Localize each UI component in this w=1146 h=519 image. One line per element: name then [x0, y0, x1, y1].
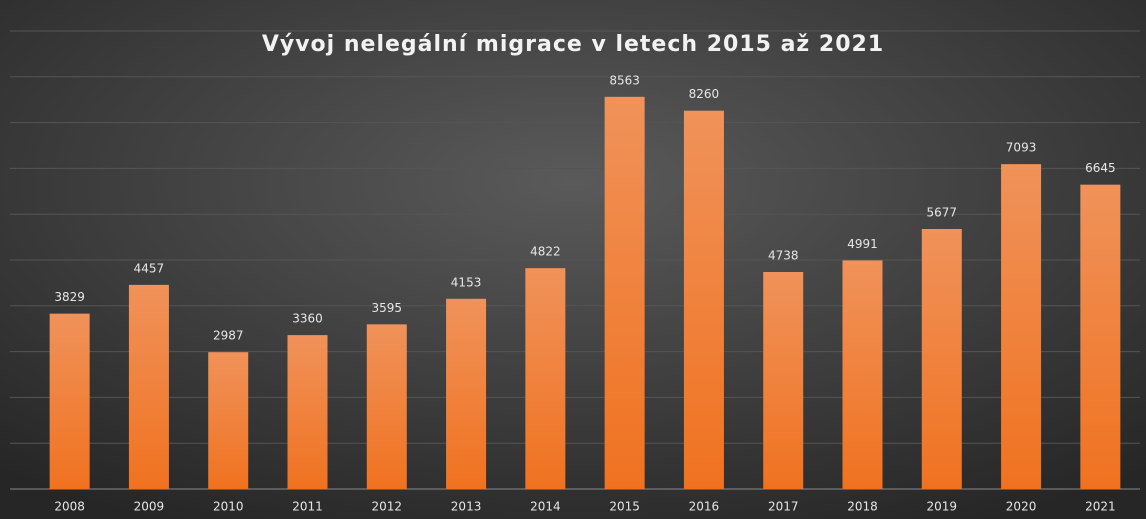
data-label: 3360: [292, 312, 323, 326]
x-tick-label: 2012: [372, 500, 403, 514]
data-label: 4991: [847, 237, 878, 251]
data-label: 4457: [134, 261, 165, 275]
bar: [763, 271, 804, 489]
bar: [842, 260, 883, 489]
bar: [604, 96, 645, 489]
bar: [1080, 184, 1121, 489]
data-label: 5677: [927, 205, 958, 219]
bar: [921, 228, 962, 489]
x-tick-label: 2018: [847, 500, 878, 514]
x-tick-label: 2014: [530, 500, 561, 514]
data-label: 4153: [451, 275, 482, 289]
data-label: 3595: [372, 301, 403, 315]
x-tick-label: 2019: [927, 500, 958, 514]
data-label: 7093: [1006, 141, 1037, 155]
x-tick-label: 2015: [609, 500, 640, 514]
chart-title: Vývoj nelegální migrace v letech 2015 až…: [262, 32, 884, 57]
x-tick-label: 2020: [1006, 500, 1037, 514]
bar: [683, 110, 724, 489]
x-tick-label: 2021: [1085, 500, 1116, 514]
data-label: 2987: [213, 329, 244, 343]
x-tick-label: 2010: [213, 500, 244, 514]
bar: [446, 298, 487, 489]
data-label: 8260: [689, 87, 720, 101]
bar: [1001, 164, 1042, 489]
bar: [128, 284, 169, 489]
data-label: 8563: [609, 73, 640, 87]
x-tick-label: 2011: [292, 500, 323, 514]
bar: [208, 352, 249, 489]
data-label: 6645: [1085, 161, 1116, 175]
x-tick-label: 2009: [134, 500, 165, 514]
bar: [49, 313, 90, 489]
bar: [287, 335, 328, 489]
x-tick-label: 2016: [689, 500, 720, 514]
bar: [366, 324, 407, 489]
x-tick-label: 2008: [54, 500, 85, 514]
x-tick-label: 2013: [451, 500, 482, 514]
data-label: 4822: [530, 245, 561, 259]
bar: [525, 268, 566, 489]
data-label: 3829: [54, 290, 85, 304]
data-label: 4738: [768, 248, 799, 262]
x-tick-label: 2017: [768, 500, 799, 514]
